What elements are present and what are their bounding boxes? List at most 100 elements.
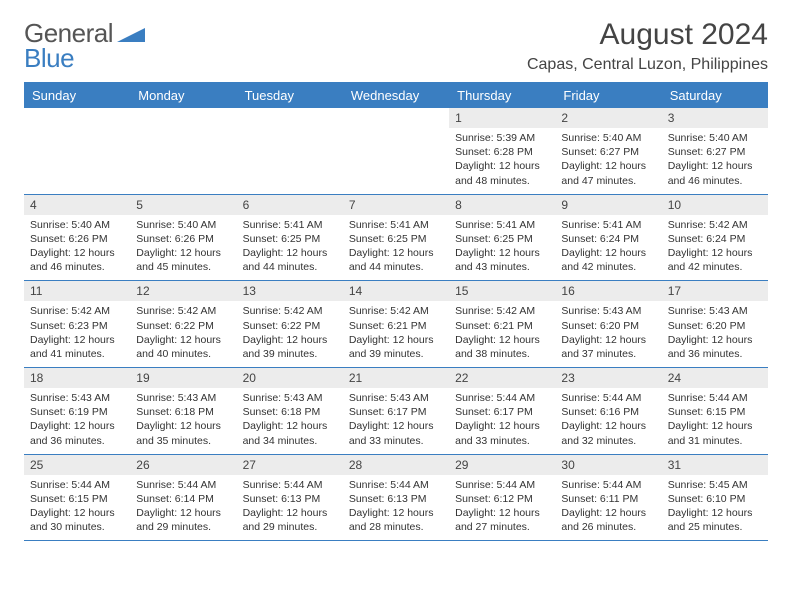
day-number: 15 <box>449 281 555 301</box>
day-cell: 14Sunrise: 5:42 AMSunset: 6:21 PMDayligh… <box>343 281 449 368</box>
day-number: 18 <box>24 368 130 388</box>
day-data: Sunrise: 5:41 AMSunset: 6:25 PMDaylight:… <box>343 215 449 281</box>
day-number: 4 <box>24 195 130 215</box>
day-data: Sunrise: 5:42 AMSunset: 6:23 PMDaylight:… <box>24 301 130 367</box>
day-cell: 5Sunrise: 5:40 AMSunset: 6:26 PMDaylight… <box>130 194 236 281</box>
day-data: Sunrise: 5:43 AMSunset: 6:20 PMDaylight:… <box>662 301 768 367</box>
day-cell: 18Sunrise: 5:43 AMSunset: 6:19 PMDayligh… <box>24 368 130 455</box>
day-data: Sunrise: 5:45 AMSunset: 6:10 PMDaylight:… <box>662 475 768 541</box>
week-row: 25Sunrise: 5:44 AMSunset: 6:15 PMDayligh… <box>24 454 768 541</box>
day-data: Sunrise: 5:44 AMSunset: 6:13 PMDaylight:… <box>237 475 343 541</box>
brand-logo: General Blue <box>24 18 145 74</box>
day-number: 8 <box>449 195 555 215</box>
day-cell: 12Sunrise: 5:42 AMSunset: 6:22 PMDayligh… <box>130 281 236 368</box>
empty-cell <box>130 108 236 194</box>
day-data: Sunrise: 5:41 AMSunset: 6:25 PMDaylight:… <box>449 215 555 281</box>
day-data: Sunrise: 5:40 AMSunset: 6:26 PMDaylight:… <box>130 215 236 281</box>
empty-cell <box>237 108 343 194</box>
day-cell: 27Sunrise: 5:44 AMSunset: 6:13 PMDayligh… <box>237 454 343 541</box>
day-number: 1 <box>449 108 555 128</box>
week-row: 11Sunrise: 5:42 AMSunset: 6:23 PMDayligh… <box>24 281 768 368</box>
day-data: Sunrise: 5:41 AMSunset: 6:25 PMDaylight:… <box>237 215 343 281</box>
day-cell: 8Sunrise: 5:41 AMSunset: 6:25 PMDaylight… <box>449 194 555 281</box>
col-monday: Monday <box>130 83 236 109</box>
day-data: Sunrise: 5:43 AMSunset: 6:20 PMDaylight:… <box>555 301 661 367</box>
day-cell: 21Sunrise: 5:43 AMSunset: 6:17 PMDayligh… <box>343 368 449 455</box>
day-number: 28 <box>343 455 449 475</box>
title-block: August 2024 Capas, Central Luzon, Philip… <box>527 18 768 74</box>
day-number: 19 <box>130 368 236 388</box>
day-data: Sunrise: 5:44 AMSunset: 6:17 PMDaylight:… <box>449 388 555 454</box>
day-cell: 26Sunrise: 5:44 AMSunset: 6:14 PMDayligh… <box>130 454 236 541</box>
day-data: Sunrise: 5:40 AMSunset: 6:26 PMDaylight:… <box>24 215 130 281</box>
day-data: Sunrise: 5:43 AMSunset: 6:19 PMDaylight:… <box>24 388 130 454</box>
day-number: 27 <box>237 455 343 475</box>
day-cell: 4Sunrise: 5:40 AMSunset: 6:26 PMDaylight… <box>24 194 130 281</box>
day-data: Sunrise: 5:42 AMSunset: 6:21 PMDaylight:… <box>449 301 555 367</box>
day-data: Sunrise: 5:44 AMSunset: 6:11 PMDaylight:… <box>555 475 661 541</box>
day-number: 21 <box>343 368 449 388</box>
col-thursday: Thursday <box>449 83 555 109</box>
day-number: 24 <box>662 368 768 388</box>
empty-cell <box>343 108 449 194</box>
day-number: 14 <box>343 281 449 301</box>
day-data: Sunrise: 5:44 AMSunset: 6:12 PMDaylight:… <box>449 475 555 541</box>
day-cell: 3Sunrise: 5:40 AMSunset: 6:27 PMDaylight… <box>662 108 768 194</box>
day-number: 22 <box>449 368 555 388</box>
day-number: 25 <box>24 455 130 475</box>
day-cell: 9Sunrise: 5:41 AMSunset: 6:24 PMDaylight… <box>555 194 661 281</box>
day-cell: 7Sunrise: 5:41 AMSunset: 6:25 PMDaylight… <box>343 194 449 281</box>
day-cell: 10Sunrise: 5:42 AMSunset: 6:24 PMDayligh… <box>662 194 768 281</box>
day-data: Sunrise: 5:43 AMSunset: 6:17 PMDaylight:… <box>343 388 449 454</box>
day-data: Sunrise: 5:42 AMSunset: 6:21 PMDaylight:… <box>343 301 449 367</box>
day-data: Sunrise: 5:41 AMSunset: 6:24 PMDaylight:… <box>555 215 661 281</box>
day-data: Sunrise: 5:43 AMSunset: 6:18 PMDaylight:… <box>237 388 343 454</box>
col-saturday: Saturday <box>662 83 768 109</box>
day-number: 30 <box>555 455 661 475</box>
day-cell: 2Sunrise: 5:40 AMSunset: 6:27 PMDaylight… <box>555 108 661 194</box>
page-header: General Blue August 2024 Capas, Central … <box>24 18 768 74</box>
day-cell: 1Sunrise: 5:39 AMSunset: 6:28 PMDaylight… <box>449 108 555 194</box>
day-number: 7 <box>343 195 449 215</box>
day-data: Sunrise: 5:42 AMSunset: 6:22 PMDaylight:… <box>237 301 343 367</box>
col-friday: Friday <box>555 83 661 109</box>
day-data: Sunrise: 5:42 AMSunset: 6:22 PMDaylight:… <box>130 301 236 367</box>
day-number: 17 <box>662 281 768 301</box>
week-row: 1Sunrise: 5:39 AMSunset: 6:28 PMDaylight… <box>24 108 768 194</box>
calendar-body: 1Sunrise: 5:39 AMSunset: 6:28 PMDaylight… <box>24 108 768 541</box>
day-number: 5 <box>130 195 236 215</box>
day-number: 12 <box>130 281 236 301</box>
logo-triangle-icon <box>117 24 145 47</box>
day-data: Sunrise: 5:44 AMSunset: 6:16 PMDaylight:… <box>555 388 661 454</box>
day-number: 29 <box>449 455 555 475</box>
day-cell: 31Sunrise: 5:45 AMSunset: 6:10 PMDayligh… <box>662 454 768 541</box>
day-number: 6 <box>237 195 343 215</box>
day-cell: 6Sunrise: 5:41 AMSunset: 6:25 PMDaylight… <box>237 194 343 281</box>
week-row: 18Sunrise: 5:43 AMSunset: 6:19 PMDayligh… <box>24 368 768 455</box>
day-cell: 28Sunrise: 5:44 AMSunset: 6:13 PMDayligh… <box>343 454 449 541</box>
day-data: Sunrise: 5:44 AMSunset: 6:14 PMDaylight:… <box>130 475 236 541</box>
day-data: Sunrise: 5:42 AMSunset: 6:24 PMDaylight:… <box>662 215 768 281</box>
day-number: 23 <box>555 368 661 388</box>
day-data: Sunrise: 5:44 AMSunset: 6:15 PMDaylight:… <box>662 388 768 454</box>
location-text: Capas, Central Luzon, Philippines <box>527 56 768 74</box>
day-data: Sunrise: 5:40 AMSunset: 6:27 PMDaylight:… <box>555 128 661 194</box>
day-cell: 16Sunrise: 5:43 AMSunset: 6:20 PMDayligh… <box>555 281 661 368</box>
calendar-header-row: SundayMondayTuesdayWednesdayThursdayFrid… <box>24 83 768 109</box>
week-row: 4Sunrise: 5:40 AMSunset: 6:26 PMDaylight… <box>24 194 768 281</box>
day-cell: 13Sunrise: 5:42 AMSunset: 6:22 PMDayligh… <box>237 281 343 368</box>
day-data: Sunrise: 5:44 AMSunset: 6:13 PMDaylight:… <box>343 475 449 541</box>
day-cell: 25Sunrise: 5:44 AMSunset: 6:15 PMDayligh… <box>24 454 130 541</box>
day-data: Sunrise: 5:44 AMSunset: 6:15 PMDaylight:… <box>24 475 130 541</box>
day-number: 16 <box>555 281 661 301</box>
day-number: 11 <box>24 281 130 301</box>
calendar-table: SundayMondayTuesdayWednesdayThursdayFrid… <box>24 82 768 541</box>
empty-cell <box>24 108 130 194</box>
day-cell: 20Sunrise: 5:43 AMSunset: 6:18 PMDayligh… <box>237 368 343 455</box>
col-tuesday: Tuesday <box>237 83 343 109</box>
day-number: 10 <box>662 195 768 215</box>
day-number: 26 <box>130 455 236 475</box>
day-cell: 23Sunrise: 5:44 AMSunset: 6:16 PMDayligh… <box>555 368 661 455</box>
day-cell: 30Sunrise: 5:44 AMSunset: 6:11 PMDayligh… <box>555 454 661 541</box>
day-cell: 29Sunrise: 5:44 AMSunset: 6:12 PMDayligh… <box>449 454 555 541</box>
